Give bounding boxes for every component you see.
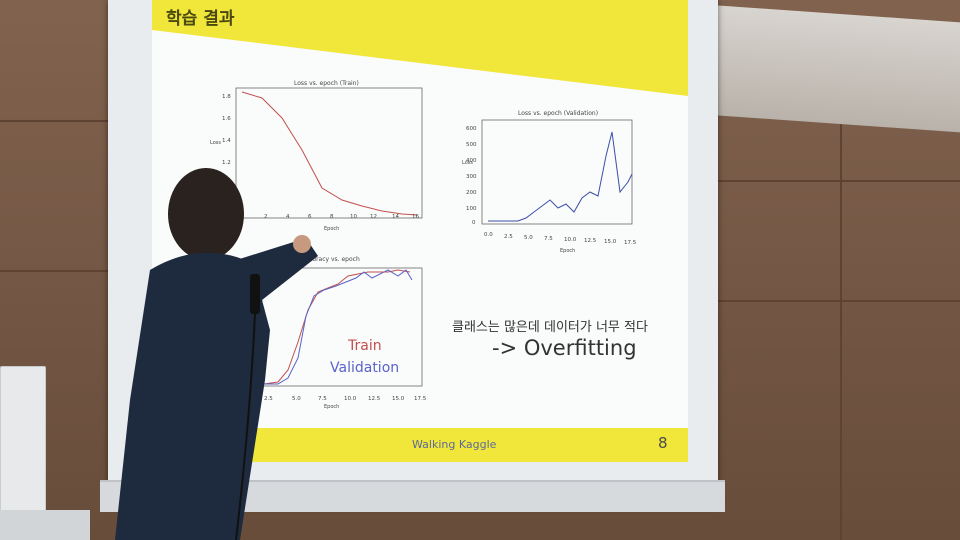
accuracy-validation-line (264, 269, 413, 385)
validation-loss-xtick: 15.0 (604, 239, 617, 245)
train-loss-title: Loss vs. epoch (Train) (294, 80, 359, 87)
train-loss-chart (235, 87, 423, 219)
validation-loss-ytick: 400 (466, 158, 477, 164)
train-loss-ytick: 1.6 (222, 116, 231, 122)
slide-title: 학습 결과 (166, 9, 235, 29)
train-loss-line (241, 91, 418, 216)
page-number: 8 (658, 434, 668, 452)
presenter-body (115, 244, 318, 540)
validation-loss-ytick: 100 (466, 206, 477, 212)
validation-loss-title: Loss vs. epoch (Validation) (518, 110, 599, 117)
validation-loss-xtick: 10.0 (564, 237, 577, 243)
validation-loss-xtick: 7.5 (544, 236, 553, 242)
presenter-hand (293, 235, 311, 253)
validation-loss-xtick: 2.5 (504, 234, 513, 240)
validation-loss-ytick: 600 (466, 126, 477, 132)
wall-panel-seam (700, 300, 960, 302)
train-loss-xtick: 12 (370, 214, 377, 220)
accuracy-xtick: 12.5 (368, 396, 381, 402)
validation-loss-ytick: 300 (466, 174, 477, 180)
train-loss-xtick: 4 (286, 214, 290, 220)
accuracy-xtick: 5.0 (292, 396, 301, 402)
slide-title-bar: 학습 결과 (152, 0, 688, 96)
validation-loss-ylabel: Loss (462, 160, 473, 166)
validation-loss-ytick: 200 (466, 190, 477, 196)
train-loss-xtick: 2 (264, 214, 268, 220)
train-loss-xtick: 14 (392, 214, 399, 220)
train-loss-xlabel: Epoch (324, 226, 340, 232)
accuracy-xtick: 10.0 (344, 396, 357, 402)
laptop (0, 366, 46, 518)
presenter-head (168, 168, 244, 260)
validation-loss-chart (481, 119, 633, 225)
validation-loss-xtick: 17.5 (624, 240, 637, 246)
title-bar-shape (152, 0, 688, 96)
validation-loss-ytick: 0 (472, 220, 476, 226)
validation-loss-ytick: 500 (466, 142, 477, 148)
train-loss-plot-area (235, 87, 423, 219)
presenter-arm (230, 240, 306, 288)
validation-loss-xtick: 5.0 (524, 235, 533, 241)
validation-loss-xlabel: Epoch (560, 248, 576, 254)
accuracy-chart (261, 267, 423, 387)
note-overfitting: -> Overfitting (492, 336, 637, 360)
microphone-icon (250, 274, 260, 314)
wall-panel-seam (840, 100, 842, 540)
validation-loss-plot-area (481, 119, 633, 225)
train-loss-ytick: 1.8 (222, 94, 231, 100)
train-loss-ytick: 1.4 (222, 138, 231, 144)
train-loss-xtick: 16 (412, 214, 419, 220)
accuracy-xtick: 17.5 (414, 396, 427, 402)
accuracy-xtick: 15.0 (392, 396, 405, 402)
note-korean: 클래스는 많은데 데이터가 너무 적다 (452, 320, 648, 335)
legend-validation: Validation (330, 360, 400, 376)
train-loss-xtick: 8 (330, 214, 334, 220)
train-loss-ytick: 1.2 (222, 160, 231, 166)
accuracy-xlabel: Epoch (324, 404, 340, 410)
train-loss-xtick: 10 (350, 214, 357, 220)
wall-panel-seam (700, 180, 960, 182)
wall-panel-seam (0, 120, 110, 122)
validation-loss-xtick: 0.0 (484, 232, 493, 238)
accuracy-xtick: 2.5 (264, 396, 273, 402)
train-loss-ylabel: Loss (210, 140, 221, 146)
accuracy-title: accuracy vs. epoch (302, 256, 360, 263)
footer-text: Walking Kaggle (412, 438, 497, 451)
legend-train: Train (348, 338, 382, 354)
accuracy-xtick: 7.5 (318, 396, 327, 402)
validation-loss-line (488, 131, 633, 222)
desk-edge (0, 510, 90, 540)
wall-panel-seam (0, 270, 110, 272)
train-loss-xtick: 6 (308, 214, 312, 220)
validation-loss-xtick: 12.5 (584, 238, 597, 244)
microphone-cable (235, 313, 256, 540)
